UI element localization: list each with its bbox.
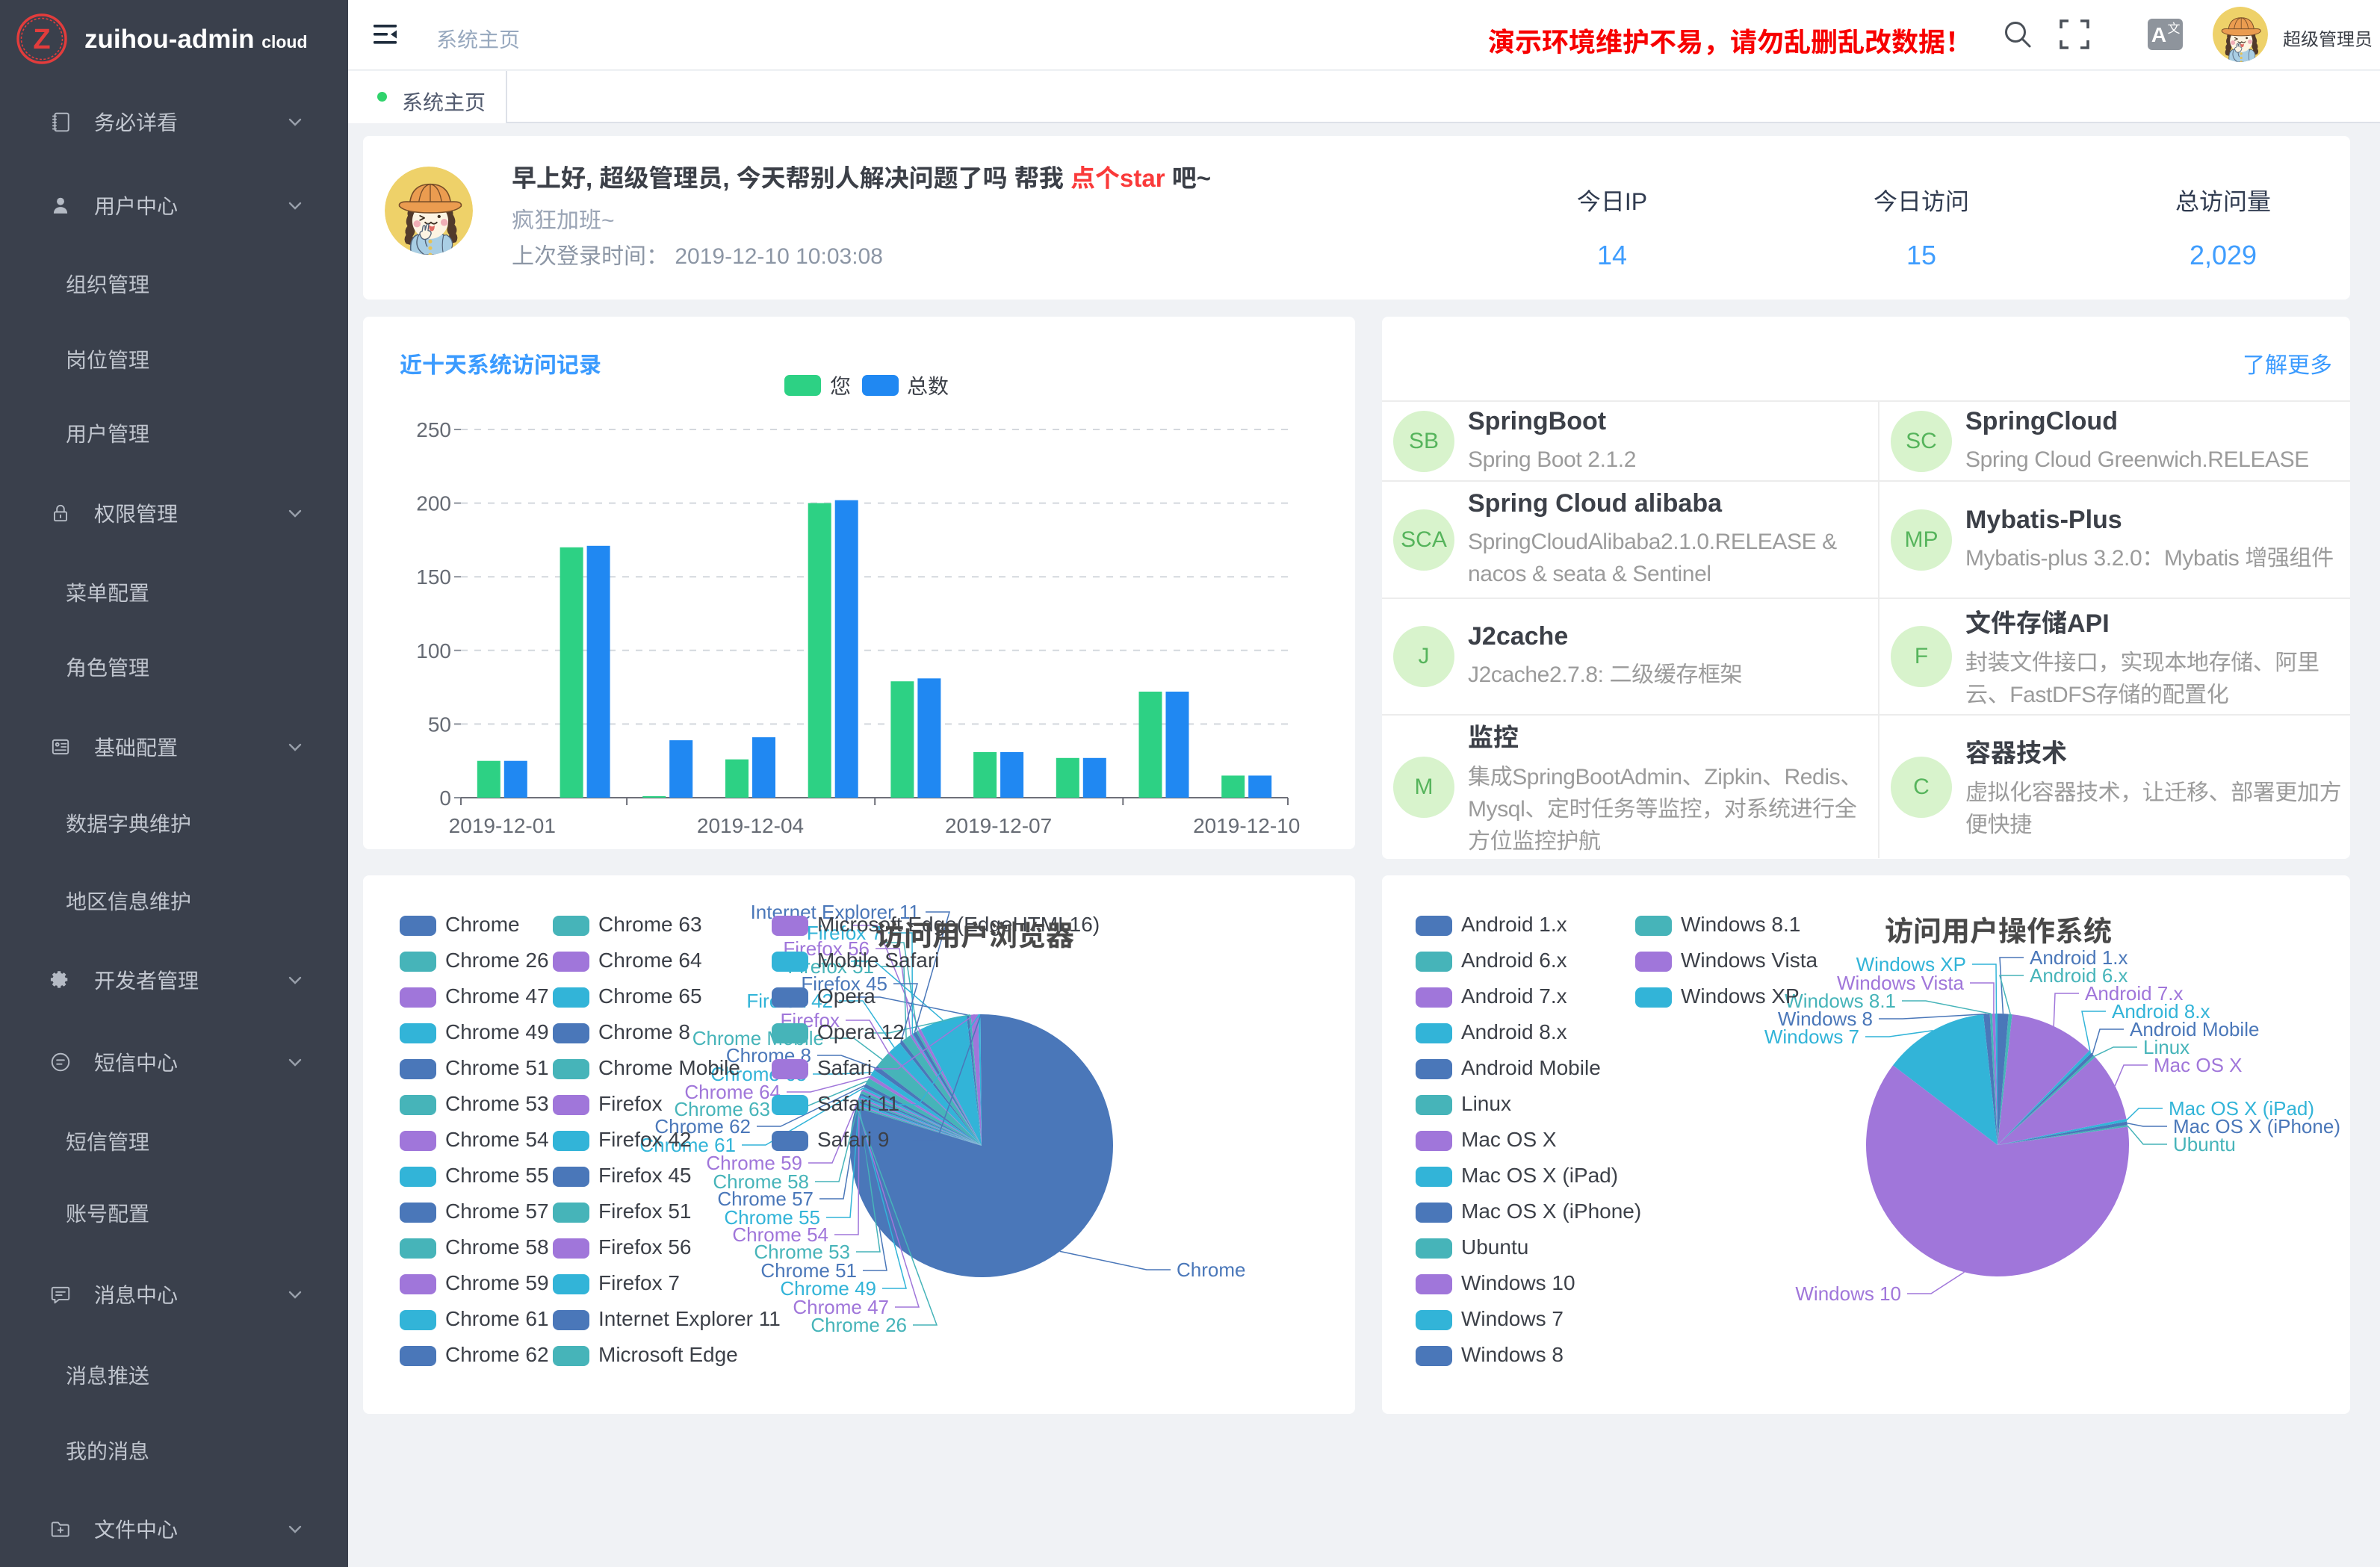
svg-text:Chrome 26: Chrome 26 [811,1314,907,1336]
svg-text:Chrome 53: Chrome 53 [754,1241,850,1263]
svg-text:Android 6.x: Android 6.x [2030,964,2128,987]
svg-text:Ubuntu: Ubuntu [2173,1133,2236,1155]
svg-text:您: 您 [830,375,851,398]
svg-text:Chrome 63: Chrome 63 [674,1098,770,1120]
svg-text:Android 7.x: Android 7.x [2085,982,2184,1005]
svg-text:250: 250 [416,418,451,441]
svg-text:2019-12-04: 2019-12-04 [697,814,804,837]
svg-text:Windows XP: Windows XP [1856,953,1966,975]
svg-text:Chrome 57: Chrome 57 [717,1188,814,1210]
svg-text:Chrome 64: Chrome 64 [684,1081,781,1103]
svg-text:Chrome 58: Chrome 58 [713,1170,809,1193]
svg-text:Chrome 51: Chrome 51 [760,1259,857,1282]
svg-text:Android 8.x: Android 8.x [2112,1000,2210,1023]
svg-text:Linux: Linux [2143,1036,2190,1058]
svg-text:Chrome 62: Chrome 62 [654,1115,751,1138]
svg-text:Chrome: Chrome [1177,1259,1245,1281]
svg-text:Windows 7: Windows 7 [1764,1025,1859,1048]
svg-text:Android 1.x: Android 1.x [2030,946,2128,969]
svg-text:Chrome 55: Chrome 55 [724,1206,820,1229]
svg-text:Windows Vista: Windows Vista [1837,972,1965,994]
svg-text:Firefox 45: Firefox 45 [801,972,887,995]
svg-text:2019-12-01: 2019-12-01 [449,814,556,837]
svg-text:Chrome 54: Chrome 54 [732,1223,828,1246]
svg-text:Windows 8.1: Windows 8.1 [1785,990,1896,1012]
svg-text:Windows 8: Windows 8 [1778,1008,1873,1030]
svg-text:Mac OS X (iPhone): Mac OS X (iPhone) [2173,1115,2340,1138]
svg-text:2019-12-07: 2019-12-07 [945,814,1052,837]
svg-text:100: 100 [416,639,451,663]
svg-text:Android Mobile: Android Mobile [2130,1018,2259,1040]
svg-text:2019-12-10: 2019-12-10 [1193,814,1300,837]
svg-text:Firefox 7: Firefox 7 [807,922,882,944]
svg-text:150: 150 [416,565,451,589]
svg-text:Chrome 47: Chrome 47 [793,1296,889,1318]
svg-text:0: 0 [439,786,451,810]
svg-text:总数: 总数 [907,375,949,398]
svg-text:A: A [2151,23,2166,46]
svg-text:Chrome 49: Chrome 49 [780,1277,876,1300]
svg-text:Chrome 61: Chrome 61 [639,1134,736,1156]
svg-text:文: 文 [2168,22,2181,36]
svg-text:Mac OS X: Mac OS X [2154,1054,2242,1076]
svg-text:Mac OS X (iPad): Mac OS X (iPad) [2169,1097,2314,1120]
svg-text:Z: Z [33,24,50,55]
svg-text:200: 200 [416,492,451,515]
svg-text:50: 50 [428,713,451,736]
svg-text:Windows 10: Windows 10 [1795,1282,1901,1305]
svg-text:Chrome 59: Chrome 59 [706,1152,802,1174]
